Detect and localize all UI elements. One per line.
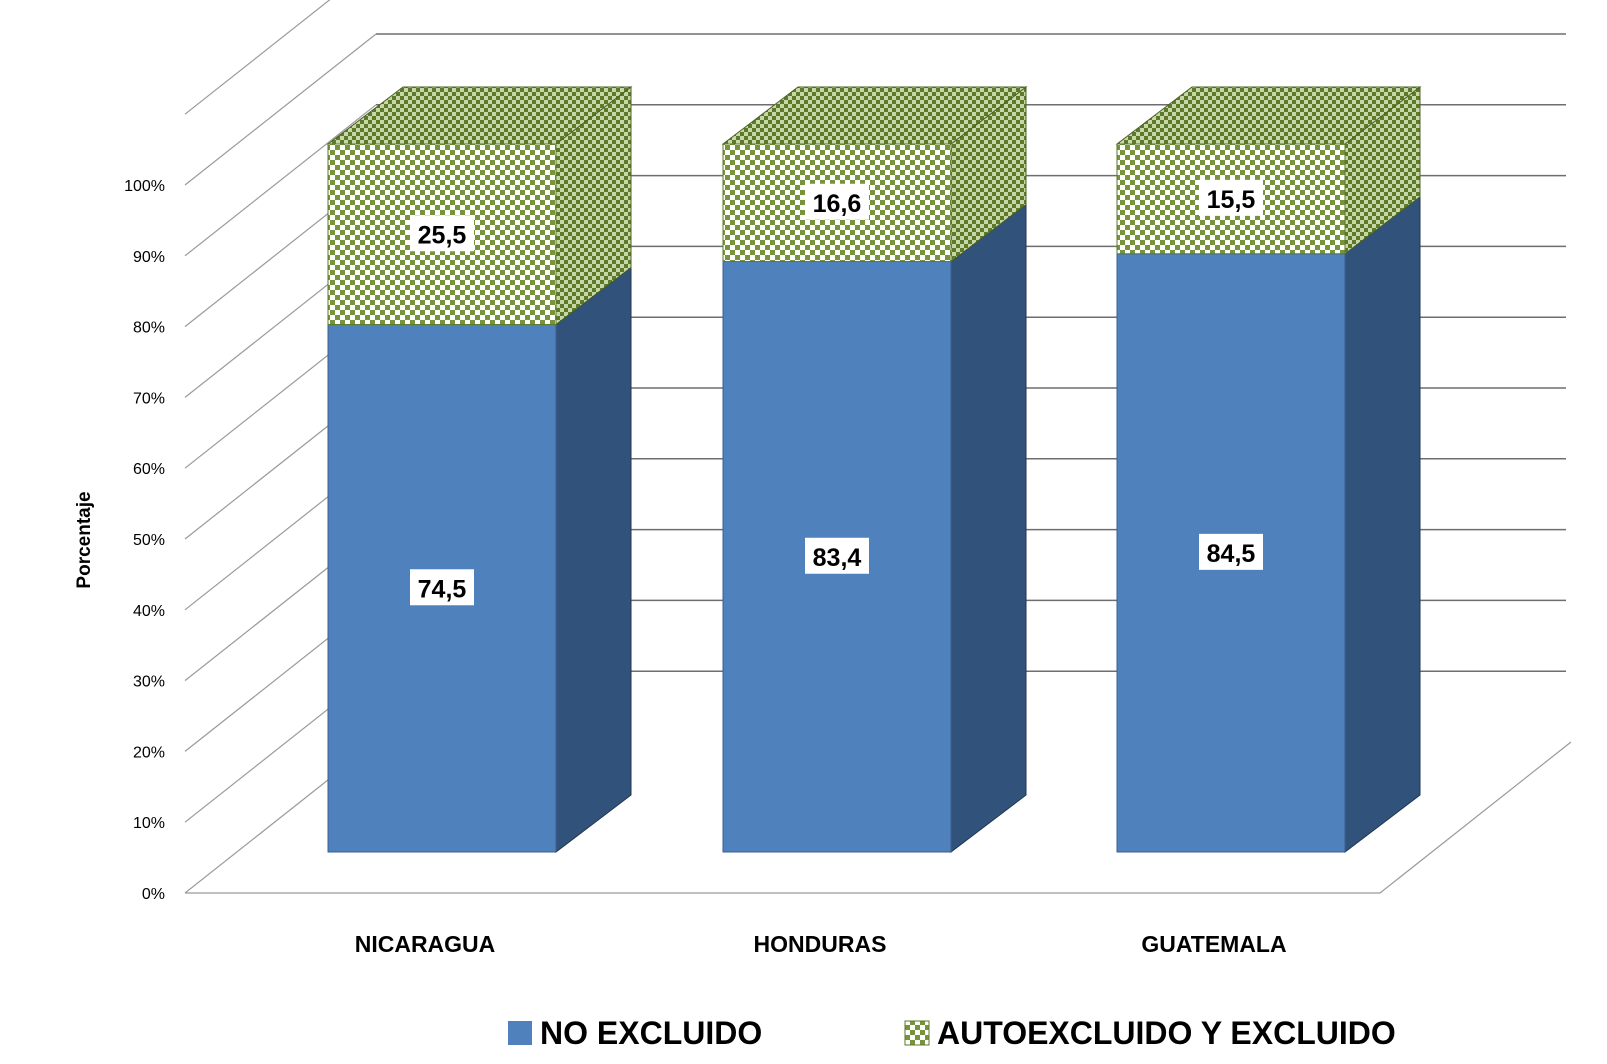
legend-label: AUTOEXCLUIDO Y EXCLUIDO	[937, 1015, 1396, 1051]
y-tick-label: 50%	[133, 532, 165, 549]
y-tick-label: 30%	[133, 674, 165, 691]
gridline-side	[184, 33, 377, 186]
data-label-bg	[805, 183, 869, 220]
floor-outline	[185, 741, 1572, 894]
y-tick-label: 100%	[124, 178, 165, 195]
data-label-autoexcluido: 16,6	[805, 183, 869, 220]
legend-item-autoexcluido: AUTOEXCLUIDO Y EXCLUIDO	[904, 1015, 1396, 1051]
data-label-no-excluido: 83,4	[805, 537, 869, 574]
y-tick-label: 40%	[133, 603, 165, 620]
data-label-bg	[805, 537, 869, 574]
data-label-autoexcluido: 15,5	[1199, 179, 1263, 216]
category-label: HONDURAS	[754, 931, 887, 957]
y-tick-label: 20%	[133, 744, 165, 761]
gridline-side	[184, 0, 331, 115]
data-label-bg	[410, 215, 474, 252]
data-label-bg	[1199, 533, 1263, 570]
data-label: 16,6	[813, 190, 862, 218]
bar-side-no-excluido	[950, 203, 1027, 854]
legend-label: NO EXCLUIDO	[540, 1015, 762, 1051]
bar-side-no-excluido	[1344, 195, 1421, 854]
data-label-bg	[1199, 179, 1263, 216]
data-label-no-excluido: 84,5	[1199, 533, 1263, 570]
y-tick-label: 60%	[133, 461, 165, 478]
data-label-no-excluido: 74,5	[410, 569, 474, 606]
data-label: 25,5	[418, 221, 467, 249]
legend-swatch	[508, 1021, 532, 1045]
y-tick-label: 0%	[142, 886, 165, 903]
category-label: GUATEMALA	[1141, 931, 1286, 957]
category-label: NICARAGUA	[355, 931, 496, 957]
legend-item-no-excluido: NO EXCLUIDO	[508, 1015, 762, 1051]
data-label: 74,5	[418, 575, 467, 603]
gridline-side	[184, 104, 377, 257]
data-label-autoexcluido: 25,5	[410, 215, 474, 252]
y-tick-label: 90%	[133, 249, 165, 266]
y-tick-label: 70%	[133, 390, 165, 407]
y-tick-label: 10%	[133, 815, 165, 832]
data-label: 15,5	[1207, 186, 1256, 214]
bar-side-no-excluido	[555, 266, 632, 854]
legend-swatch	[904, 1020, 930, 1046]
y-axis-title: Porcentaje	[74, 491, 95, 588]
data-label: 83,4	[813, 544, 862, 572]
data-label-bg	[410, 569, 474, 606]
y-tick-label: 80%	[133, 320, 165, 337]
data-label: 84,5	[1207, 540, 1256, 568]
